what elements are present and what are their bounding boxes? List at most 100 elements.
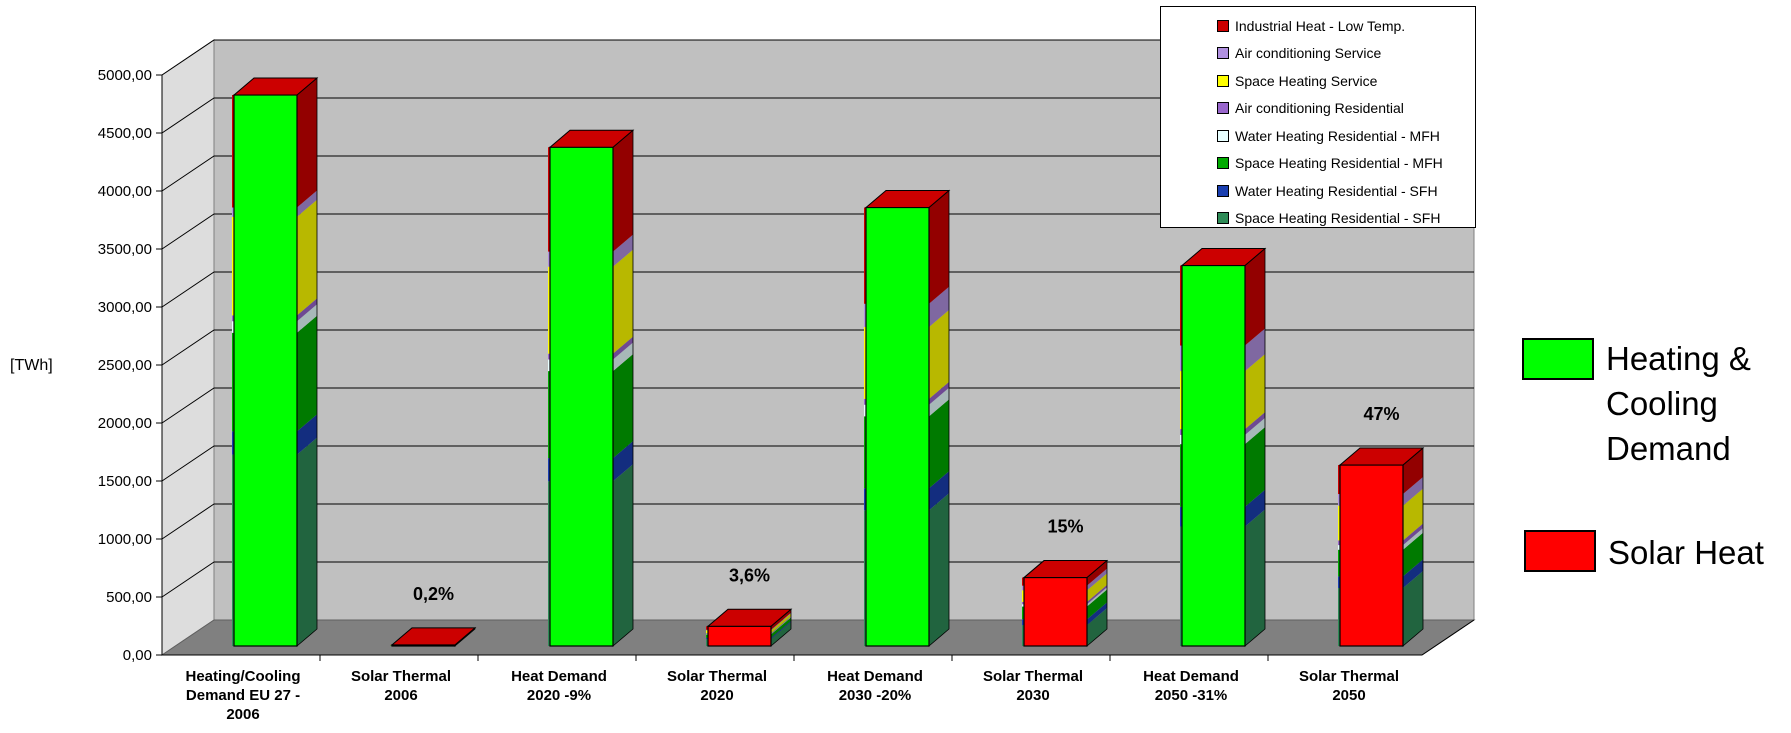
percent-label: 0,2% [413, 584, 454, 604]
gridline [161, 213, 1474, 250]
legend-label: Space Heating Service [1235, 72, 1378, 89]
bar-front [233, 94, 298, 647]
bar-side-segment [1403, 448, 1423, 495]
legend-swatch [1217, 74, 1229, 87]
legend-item: Water Heating Residential - MFH [1161, 122, 1475, 150]
bar-side-segment [297, 437, 317, 646]
bar-side-segment [1087, 589, 1107, 620]
bar-side-segment [1403, 488, 1423, 541]
y-tick-label: 2000,00 [98, 415, 152, 432]
bar-side-segment [1087, 568, 1107, 591]
x-tick-label: Solar Thermal 2020 [667, 668, 767, 704]
gridline [161, 503, 1474, 540]
bar-side-segment [929, 190, 949, 304]
x-tick-label: Heat Demand 2030 -20% [827, 668, 923, 704]
bar-side-segment [297, 199, 317, 316]
y-tick-label: 500,00 [106, 589, 152, 606]
bar-side-segment [929, 387, 949, 417]
bar-front [1339, 464, 1404, 647]
legend-item: Water Heating Residential - SFH [1161, 177, 1475, 205]
bar-side-segment [1087, 602, 1107, 626]
bar-side-segment [771, 616, 791, 635]
bar-side-segment [771, 613, 791, 634]
bar-side-segment [1403, 559, 1423, 588]
gridline [161, 387, 1474, 424]
bar-side-segment [1245, 427, 1265, 507]
bar-side-segment [929, 286, 949, 327]
bar-top [232, 77, 319, 96]
y-tick-label: 3500,00 [98, 241, 152, 258]
bar-side-segment [1245, 354, 1265, 430]
bar-side-segment [771, 612, 791, 631]
bar-top [390, 627, 477, 646]
bar-front [865, 206, 930, 647]
bar-side-segment [297, 298, 317, 322]
bar-side-segment [613, 130, 633, 252]
bar-side-segment [1087, 584, 1107, 605]
floor [160, 619, 1476, 656]
legend-swatch [1217, 19, 1229, 32]
x-tick-label: Solar Thermal 2030 [983, 668, 1083, 704]
legend-item: Space Heating Residential - SFH [1161, 205, 1475, 233]
bar-side-segment [929, 310, 949, 399]
bar-front [707, 625, 772, 647]
x-tick-label: Solar Thermal 2050 [1299, 668, 1399, 704]
y-tick-label: 5000,00 [98, 67, 152, 84]
y-tick-label: 1500,00 [98, 473, 152, 490]
bar-side-segment [297, 78, 317, 208]
legend-label: Industrial Heat - Low Temp. [1235, 17, 1406, 34]
bar-side-segment [1245, 328, 1265, 372]
legend-label: Space Heating Residential - SFH [1235, 210, 1441, 227]
x-axis-depth-line [1421, 619, 1475, 656]
bar-side-segment [1403, 523, 1423, 546]
legend-item: Space Heating Service [1161, 67, 1475, 95]
legend-swatch [1217, 102, 1229, 115]
percent-label: 15% [1047, 517, 1083, 537]
bar-side-segment [1403, 571, 1423, 646]
bar-top [864, 190, 951, 209]
legend-swatch [1217, 157, 1229, 170]
bar-side-segment [1403, 532, 1423, 577]
category-legend-label: Heating & Cooling Demand [1606, 340, 1751, 467]
y-tick-label: 3000,00 [98, 299, 152, 316]
bar-side-segment [929, 493, 949, 646]
y-tick-label: 1000,00 [98, 531, 152, 548]
y-tick-label: 4500,00 [98, 125, 152, 142]
bar-top [1180, 248, 1267, 267]
category-legend-label: Solar Heat [1608, 534, 1764, 571]
x-tick-label: Heating/Cooling Demand EU 27 -2006 [186, 668, 301, 723]
bar-front [1023, 576, 1088, 647]
bar-side-segment [297, 414, 317, 455]
bar-side-segment [1245, 509, 1265, 646]
y-tick-label: 4000,00 [98, 183, 152, 200]
legend-item: Air conditioning Residential [1161, 95, 1475, 123]
bar-side-segment [929, 399, 949, 489]
legend-swatch [1217, 212, 1229, 225]
legend-swatch [1217, 129, 1229, 142]
legend-swatch [1217, 184, 1229, 197]
bar-side-segment [613, 336, 633, 360]
category-legend-item: Heating & Cooling Demand [1522, 336, 1786, 471]
bar-side-segment [1087, 608, 1107, 646]
legend-label: Water Heating Residential - MFH [1235, 127, 1440, 144]
gridline [161, 271, 1474, 308]
legend-swatch [1217, 47, 1229, 60]
bar-top [706, 608, 793, 627]
category-legend-item: Solar Heat [1524, 530, 1788, 575]
bar-top [548, 129, 635, 148]
bar-side-segment [1245, 417, 1265, 445]
bar-top [1022, 560, 1109, 579]
x-tick-label: Heat Demand 2020 -9% [511, 668, 607, 704]
bar-side-segment [1245, 248, 1265, 346]
x-tick-label: Heat Demand 2050 -31% [1143, 668, 1239, 704]
legend-label: Water Heating Residential - SFH [1235, 182, 1438, 199]
gridline [161, 39, 1474, 76]
percent-label: 3,6% [729, 565, 770, 585]
bar-side-segment [1403, 477, 1423, 506]
x-tick-label: Solar Thermal 2006 [351, 668, 451, 704]
legend-item: Industrial Heat - Low Temp. [1161, 12, 1475, 40]
percent-label: 47% [1363, 404, 1399, 424]
category-legend-swatch [1524, 530, 1596, 572]
bar-side-segment [771, 622, 791, 646]
